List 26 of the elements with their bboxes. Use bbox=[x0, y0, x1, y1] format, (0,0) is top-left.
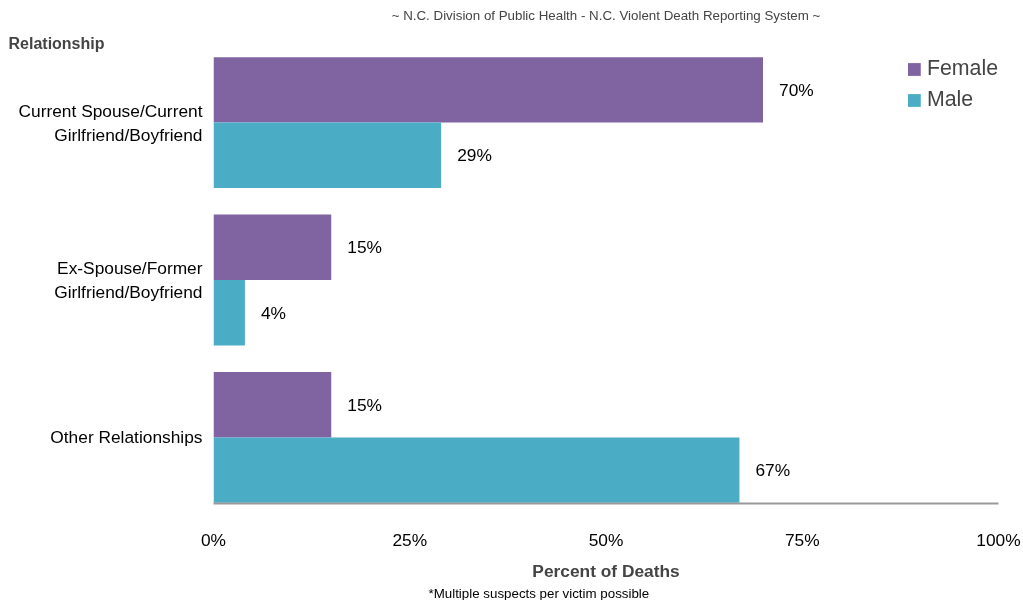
bar bbox=[213, 214, 332, 280]
y-tick-label: Current Spouse/Current Girlfriend/Boyfriend bbox=[18, 100, 203, 145]
x-axis-title: Percent of Deaths bbox=[532, 560, 680, 581]
data-label: 29% bbox=[457, 145, 492, 166]
bar bbox=[213, 280, 245, 346]
x-tick-label: 100% bbox=[976, 529, 1021, 550]
bar bbox=[213, 437, 740, 503]
bar bbox=[213, 371, 332, 438]
data-label: 67% bbox=[755, 460, 791, 481]
y-axis-title: Relationship bbox=[8, 34, 105, 52]
x-tick-label: 50% bbox=[588, 529, 624, 550]
text: *Multiple suspects per victim possible bbox=[428, 585, 650, 600]
bar bbox=[213, 122, 442, 189]
x-tick-label: 0% bbox=[200, 529, 227, 550]
data-label: 15% bbox=[347, 394, 382, 415]
x-tick-label: 75% bbox=[784, 529, 820, 550]
data-label: 4% bbox=[260, 302, 286, 323]
bar bbox=[213, 57, 763, 123]
chart-subtitle: ~ N.C. Division of Public Health - N.C. Violent Death Reporting System ~ bbox=[391, 7, 821, 23]
y-tick-label: Other Relationships bbox=[50, 427, 203, 448]
y-tick-label: Ex-Spouse/Former Girlfriend/Boyfriend bbox=[54, 258, 203, 302]
data-label: 70% bbox=[779, 79, 814, 100]
legend-label: Male bbox=[926, 87, 974, 112]
x-tick-label: 25% bbox=[392, 529, 428, 550]
legend-label: Female bbox=[926, 56, 998, 81]
data-label: 15% bbox=[347, 237, 382, 258]
